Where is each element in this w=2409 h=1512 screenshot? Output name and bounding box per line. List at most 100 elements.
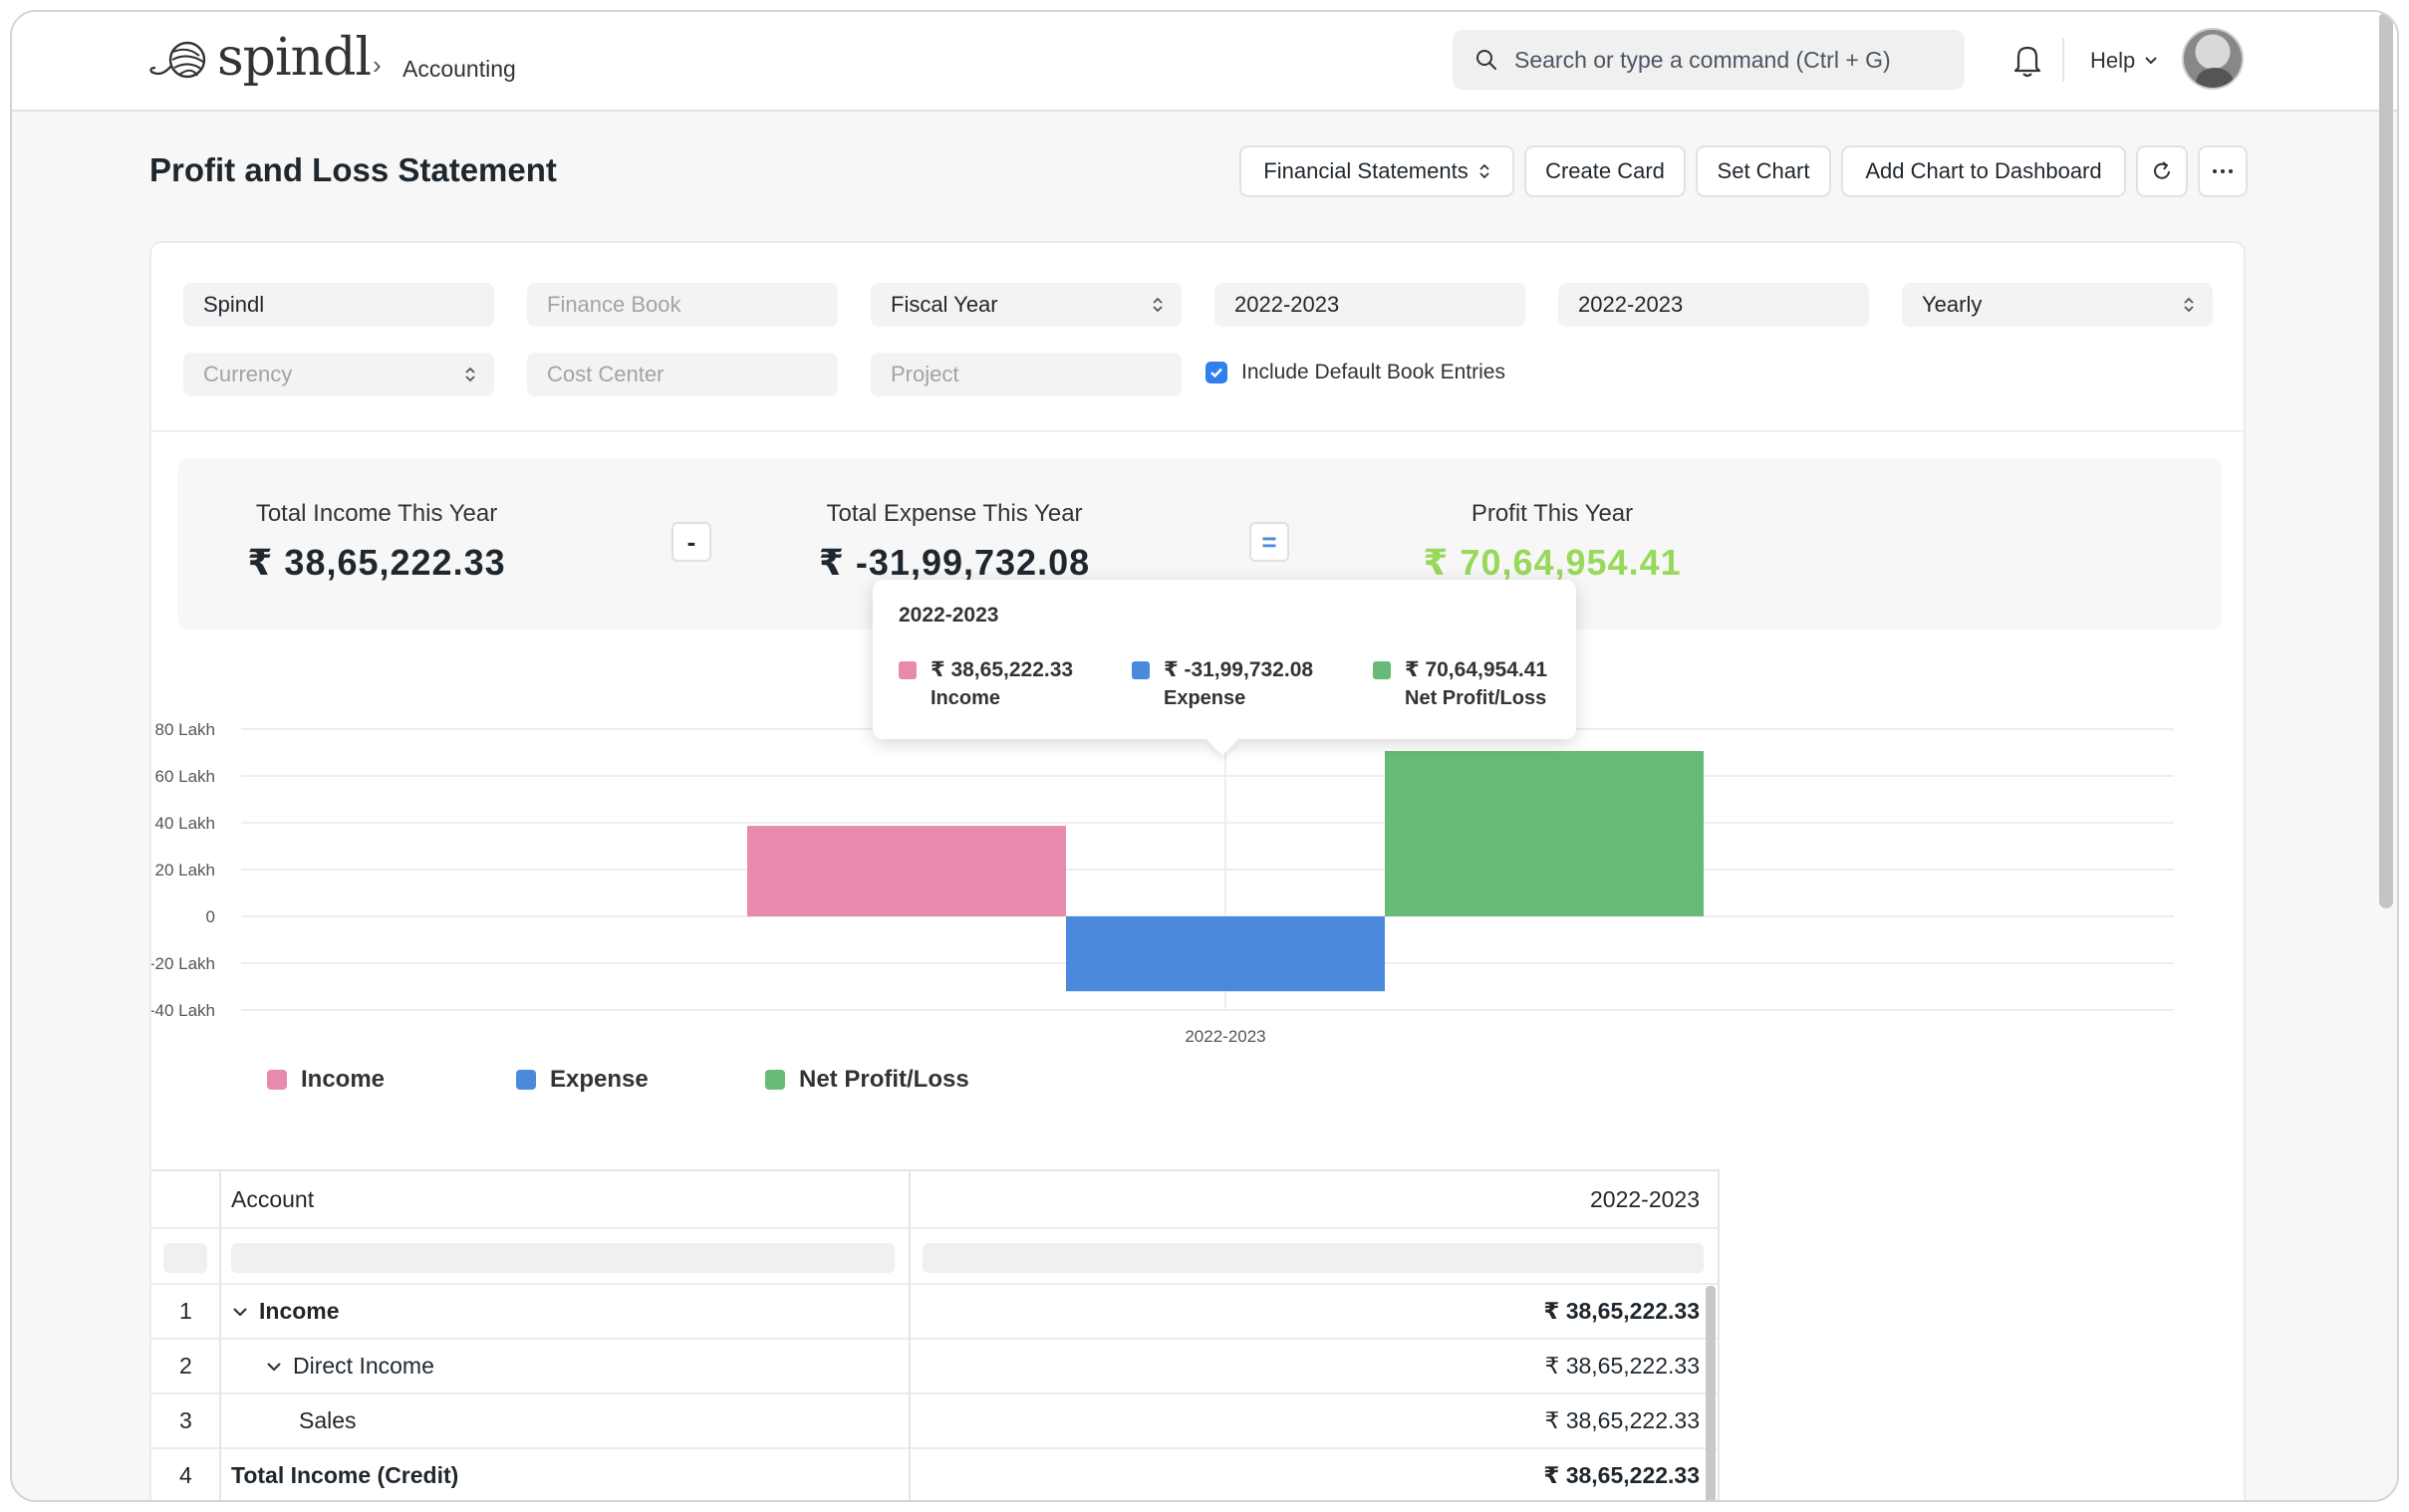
y-tick-label: 20 Lakh — [155, 861, 216, 880]
tooltip-value: ₹ 70,64,954.41 — [1405, 658, 1548, 681]
cost-center-field[interactable]: Cost Center — [527, 353, 838, 396]
finance-book-field[interactable]: Finance Book — [527, 283, 838, 327]
column-header-period[interactable]: 2022-2023 — [1590, 1185, 1700, 1212]
logo-text: spindl — [217, 28, 372, 88]
column-divider — [1718, 1171, 1720, 1500]
periodicity-value: Yearly — [1922, 292, 1983, 317]
app-window: spindl › Accounting Search or type a com… — [10, 10, 2399, 1502]
tooltip-title: 2022-2023 — [899, 604, 999, 627]
y-tick-label: 80 Lakh — [155, 720, 216, 739]
account-filter-input[interactable] — [231, 1243, 895, 1273]
account-cell: Sales — [299, 1394, 357, 1447]
from-fiscal-year-field[interactable]: 2022-2023 — [1214, 283, 1525, 327]
currency-select[interactable]: Currency — [183, 353, 494, 396]
refresh-button[interactable] — [2136, 145, 2188, 197]
app-logo[interactable]: spindl — [149, 28, 372, 88]
x-tick-label: 2022-2023 — [1185, 1027, 1265, 1046]
legend-swatch — [267, 1070, 287, 1090]
minus-operator: - — [671, 522, 711, 562]
breadcrumb-accounting[interactable]: Accounting — [402, 56, 516, 82]
legend-item-expense: Expense — [516, 1066, 649, 1094]
amount-cell: ₹ 38,65,222.33 — [1544, 1407, 1700, 1433]
legend-label: Net Profit/Loss — [799, 1066, 969, 1093]
include-default-label: Include Default Book Entries — [1241, 361, 1505, 383]
filter-based-on-value: Fiscal Year — [891, 292, 998, 317]
table-row[interactable]: 2 Direct Income ₹ 38,65,222.33 — [151, 1340, 1720, 1394]
bar-net-profit-loss — [1385, 750, 1704, 916]
chevron-down-icon[interactable] — [231, 1305, 249, 1319]
checkmark-icon — [1210, 368, 1222, 378]
filter-based-on-select[interactable]: Fiscal Year — [871, 283, 1182, 327]
user-avatar[interactable] — [2182, 28, 2244, 90]
select-arrows-icon — [2184, 297, 2194, 313]
table-row[interactable]: 3 Sales ₹ 38,65,222.33 — [151, 1394, 1720, 1449]
financial-statements-label: Financial Statements — [1263, 158, 1469, 183]
notification-bell-icon[interactable] — [2010, 42, 2044, 78]
create-card-button[interactable]: Create Card — [1524, 145, 1686, 197]
help-dropdown[interactable]: Help — [2090, 48, 2159, 74]
legend-item-income: Income — [267, 1066, 385, 1094]
y-tick-label: 40 Lakh — [155, 814, 216, 833]
to-fiscal-year-field[interactable]: 2022-2023 — [1558, 283, 1869, 327]
account-label: Total Income (Credit) — [231, 1462, 459, 1488]
report-table: Account 2022-2023 1 Income ₹ 38,65,222.33 2… — [151, 1169, 1720, 1500]
company-value: Spindl — [203, 292, 265, 317]
tooltip-name: Income — [931, 687, 1001, 709]
table-row[interactable]: 1 Income ₹ 38,65,222.33 — [151, 1285, 1720, 1340]
profit-value: ₹ 70,64,954.41 — [1423, 542, 1682, 583]
tooltip-value: ₹ 38,65,222.33 — [931, 658, 1074, 681]
column-header-account[interactable]: Account — [231, 1185, 315, 1212]
create-card-label: Create Card — [1545, 158, 1665, 183]
table-row[interactable]: 4 Total Income (Credit) ₹ 38,65,222.33 — [151, 1449, 1720, 1500]
window-scrollbar[interactable] — [2379, 12, 2393, 908]
select-arrows-icon — [1153, 297, 1163, 313]
legend-item-net-profit: Net Profit/Loss — [765, 1066, 969, 1094]
legend-label: Expense — [550, 1066, 649, 1093]
include-default-book-entries[interactable]: Include Default Book Entries — [1205, 361, 1505, 384]
account-cell: Total Income (Credit) — [231, 1449, 459, 1500]
y-tick-label: -20 Lakh — [151, 954, 215, 973]
navbar: spindl › Accounting Search or type a com… — [12, 12, 2397, 112]
chevron-down-icon[interactable] — [265, 1360, 283, 1374]
tooltip-swatch — [899, 661, 917, 679]
periodicity-select[interactable]: Yearly — [1902, 283, 2213, 327]
more-actions-button[interactable] — [2198, 145, 2248, 197]
column-divider — [219, 1171, 221, 1500]
add-chart-to-dashboard-button[interactable]: Add Chart to Dashboard — [1841, 145, 2126, 197]
report-card: Spindl Finance Book Fiscal Year 2022-202… — [149, 241, 2246, 1500]
amount-cell: ₹ 38,65,222.33 — [1544, 1353, 1700, 1379]
company-field[interactable]: Spindl — [183, 283, 494, 327]
account-cell: Direct Income — [265, 1340, 434, 1392]
include-default-checkbox[interactable] — [1205, 362, 1227, 383]
filter-divider — [151, 430, 2244, 432]
ellipsis-icon — [2213, 169, 2233, 173]
yarn-logo-icon — [149, 41, 206, 79]
search-bar[interactable]: Search or type a command (Ctrl + G) — [1453, 30, 1965, 90]
account-label: Income — [259, 1298, 340, 1324]
set-chart-label: Set Chart — [1717, 158, 1810, 183]
row-number: 2 — [179, 1353, 192, 1379]
y-tick-label: 60 Lakh — [155, 767, 216, 786]
column-divider — [909, 1171, 911, 1500]
add-chart-label: Add Chart to Dashboard — [1865, 158, 2102, 183]
tooltip-value: ₹ -31,99,732.08 — [1164, 658, 1314, 681]
help-label: Help — [2090, 48, 2136, 73]
total-income-label: Total Income This Year — [255, 500, 498, 527]
y-tick-label: 0 — [206, 907, 215, 926]
tooltip-swatch — [1132, 661, 1150, 679]
chevron-right-icon: › — [373, 50, 382, 80]
financial-statements-dropdown[interactable]: Financial Statements — [1239, 145, 1514, 197]
row-filter-cell — [163, 1243, 207, 1273]
total-expense-label: Total Expense This Year — [826, 500, 1083, 527]
set-chart-button[interactable]: Set Chart — [1696, 145, 1831, 197]
account-cell: Income — [231, 1285, 340, 1338]
refresh-icon — [2154, 161, 2170, 179]
project-field[interactable]: Project — [871, 353, 1182, 396]
table-header-row: Account 2022-2023 — [151, 1171, 1720, 1229]
table-scrollbar[interactable] — [1706, 1286, 1716, 1500]
chart-tooltip: 2022-2023 ₹ 38,65,222.33 Income ₹ -31,99… — [873, 580, 1576, 739]
search-placeholder: Search or type a command (Ctrl + G) — [1514, 46, 1891, 73]
amount-cell: ₹ 38,65,222.33 — [1543, 1462, 1700, 1488]
total-income-value: ₹ 38,65,222.33 — [247, 542, 506, 583]
period-filter-input[interactable] — [923, 1243, 1704, 1273]
